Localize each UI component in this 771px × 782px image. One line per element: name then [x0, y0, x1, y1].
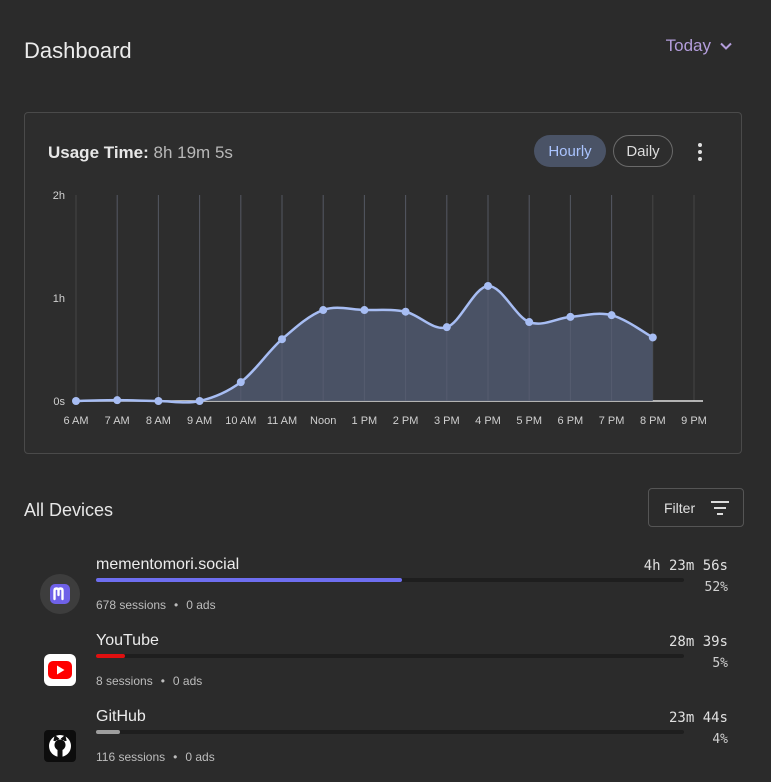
usage-progress-bar — [96, 654, 684, 658]
data-point — [525, 318, 534, 327]
usage-card: Usage Time: 8h 19m 5s Hourly Daily 0s 1h 2… — [24, 112, 742, 454]
x-tick-label: 1 PM — [352, 415, 378, 427]
y-tick-label: 0s — [53, 396, 65, 408]
chevron-down-icon — [720, 42, 732, 50]
x-tick-label: 6 AM — [63, 415, 88, 427]
filter-button[interactable]: Filter — [648, 488, 744, 527]
device-row[interactable]: mementomori.social 4h 23m 56s 52% 678 sessi… — [0, 554, 771, 630]
period-label: Today — [665, 36, 711, 55]
device-meta: 8 sessions • 0 ads — [96, 674, 202, 688]
data-point — [566, 312, 575, 321]
x-tick-label: 5 PM — [516, 415, 542, 427]
device-meta: 116 sessions • 0 ads — [96, 750, 215, 764]
filter-icon — [711, 500, 730, 515]
usage-progress-fill — [96, 730, 120, 734]
meta-separator: • — [160, 674, 165, 688]
x-tick-label: 6 PM — [558, 415, 584, 427]
usage-chart: 0s 1h 2h 6 AM 7 AM 8 AM 9 AM 10 AM 11 AM Noon 1 PM… — [53, 190, 707, 427]
device-sessions: 678 sessions — [96, 598, 167, 612]
device-ads: 0 ads — [185, 750, 215, 764]
meta-separator: • — [173, 750, 178, 764]
x-tick-label: 10 AM — [225, 415, 256, 427]
device-row[interactable]: YouTube 28m 39s 5% 8 sessions • 0 ads — [0, 630, 771, 706]
x-tick-label: 8 AM — [146, 415, 171, 427]
data-point — [442, 323, 451, 332]
data-point — [401, 307, 410, 316]
device-ads: 0 ads — [186, 598, 216, 612]
usage-progress-bar — [96, 578, 684, 582]
devices-section-title: All Devices — [24, 500, 114, 520]
x-tick-label: 4 PM — [475, 415, 501, 427]
usage-progress-fill — [96, 654, 126, 658]
device-usage-time: 23m 44s — [668, 710, 728, 726]
usage-time-label: Usage Time: 8h 19m 5s — [48, 143, 233, 163]
meta-separator: • — [174, 598, 179, 612]
device-sessions: 116 sessions — [96, 750, 166, 764]
x-tick-label: 7 PM — [599, 415, 625, 427]
daily-toggle-button[interactable]: Daily — [613, 135, 673, 167]
data-point — [607, 311, 616, 320]
more-options-icon[interactable] — [689, 140, 711, 164]
youtube-icon — [40, 650, 80, 690]
x-tick-label: 8 PM — [640, 415, 666, 427]
device-usage-time: 28m 39s — [668, 634, 728, 650]
hourly-toggle-button[interactable]: Hourly — [534, 135, 606, 167]
x-tick-label: Noon — [310, 415, 336, 427]
device-row[interactable]: GitHub 23m 44s 4% 116 sessions • 0 ads — [0, 706, 771, 782]
data-point — [72, 397, 80, 405]
data-point — [278, 335, 286, 344]
device-sessions: 8 sessions — [96, 674, 153, 688]
data-point — [154, 397, 163, 405]
filter-label: Filter — [664, 499, 696, 516]
data-point — [236, 378, 245, 387]
data-point — [113, 396, 122, 405]
device-usage-percent: 4% — [712, 732, 728, 747]
device-usage-percent: 52% — [704, 580, 728, 595]
device-meta: 678 sessions • 0 ads — [96, 598, 216, 612]
x-tick-label: 9 AM — [187, 415, 212, 427]
x-tick-label: 9 PM — [681, 415, 707, 427]
device-name: GitHub — [96, 708, 146, 725]
x-tick-label: 11 AM — [267, 415, 297, 427]
data-point — [319, 306, 328, 315]
data-point — [195, 397, 204, 405]
device-name: mementomori.social — [96, 556, 240, 573]
data-point — [360, 306, 369, 315]
data-point — [484, 281, 492, 290]
usage-time-caption: Usage Time: — [48, 143, 149, 162]
device-usage-percent: 5% — [712, 656, 728, 671]
github-icon — [40, 726, 80, 766]
usage-progress-fill — [96, 578, 402, 582]
x-tick-label: 3 PM — [434, 415, 460, 427]
x-tick-label: 7 AM — [105, 415, 130, 427]
device-ads: 0 ads — [172, 674, 203, 688]
mastodon-icon — [40, 574, 80, 614]
page-title: Dashboard — [24, 38, 132, 63]
device-name: YouTube — [96, 632, 159, 649]
y-tick-label: 1h — [53, 293, 65, 305]
data-point — [648, 333, 657, 342]
device-usage-time: 4h 23m 56s — [643, 558, 728, 574]
y-tick-label: 2h — [53, 190, 65, 202]
usage-time-value: 8h 19m 5s — [153, 143, 233, 162]
x-tick-label: 2 PM — [393, 415, 419, 427]
period-dropdown[interactable]: Today — [666, 36, 733, 56]
usage-progress-bar — [96, 730, 684, 734]
